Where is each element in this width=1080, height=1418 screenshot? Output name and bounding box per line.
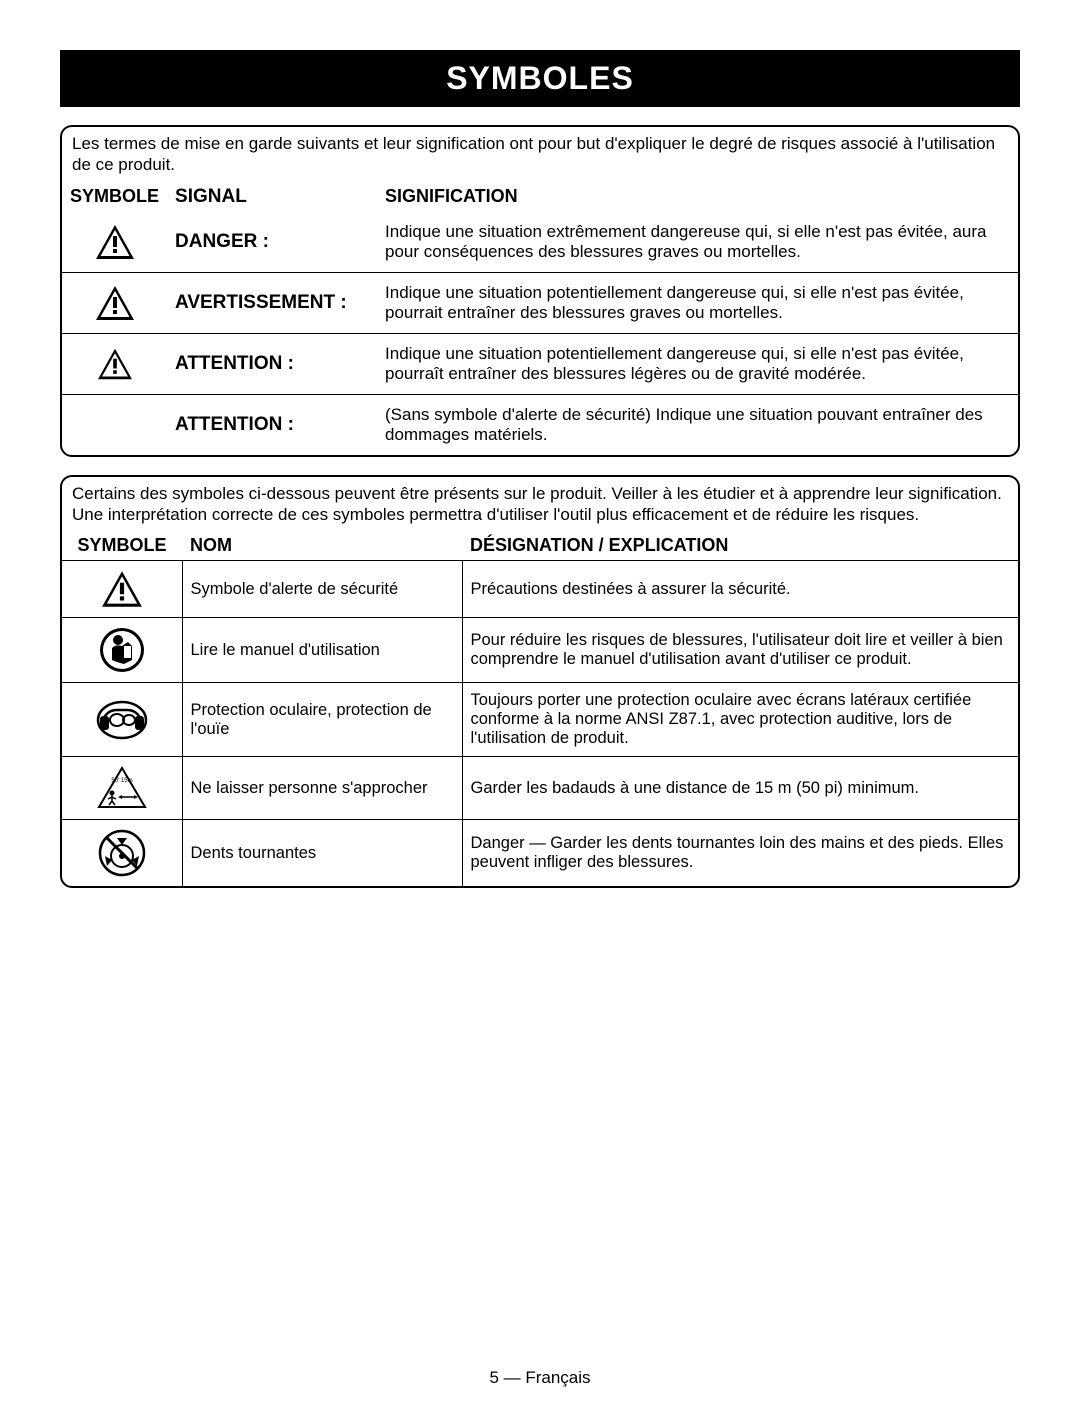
symbols-table: SYMBOLE NOM DÉSIGNATION / EXPLICATION Sy… <box>62 531 1018 886</box>
symbol-nom: Lire le manuel d'utilisation <box>182 618 462 683</box>
symbol-row: Protection oculaire, protection de l'ouï… <box>62 683 1018 757</box>
signal-table: SYMBOLE SIGNAL SIGNIFICATION DANGER : In… <box>62 182 1018 455</box>
page-footer: 5 — Français <box>60 1368 1020 1388</box>
rotating-blades-icon <box>62 820 182 887</box>
symbol-des: Précautions destinées à assurer la sécur… <box>462 561 1018 618</box>
warning-icon <box>62 212 167 273</box>
symbol-nom: Protection oculaire, protection de l'ouï… <box>182 683 462 757</box>
signal-meaning: Indique une situation potentiellement da… <box>377 272 1018 333</box>
signal-meaning: (Sans symbole d'alerte de sécurité) Indi… <box>377 394 1018 455</box>
signal-intro: Les termes de mise en garde suivants et … <box>62 127 1018 182</box>
header-signal: SIGNAL <box>167 182 377 212</box>
signal-words-box: Les termes de mise en garde suivants et … <box>60 125 1020 457</box>
symbol-row: Symbole d'alerte de sécurité Précautions… <box>62 561 1018 618</box>
header-signification: SIGNIFICATION <box>377 182 1018 212</box>
signal-row: ATTENTION : (Sans symbole d'alerte de sé… <box>62 394 1018 455</box>
header-symbole2: SYMBOLE <box>62 531 182 561</box>
symbols-intro: Certains des symboles ci-dessous peuvent… <box>62 477 1018 532</box>
symbol-row: 50' 15m Ne laisser personne s'approcher … <box>62 757 1018 820</box>
header-nom: NOM <box>182 531 462 561</box>
eye-ear-protection-icon <box>62 683 182 757</box>
header-symbole: SYMBOLE <box>62 182 167 212</box>
warning-icon <box>62 333 167 394</box>
symbol-nom: Dents tournantes <box>182 820 462 887</box>
signal-meaning: Indique une situation extrêmement danger… <box>377 212 1018 273</box>
symbol-nom: Ne laisser personne s'approcher <box>182 757 462 820</box>
signal-word: ATTENTION : <box>167 394 377 455</box>
symbol-des: Garder les badauds à une distance de 15 … <box>462 757 1018 820</box>
svg-text:50' 15m: 50' 15m <box>111 778 132 784</box>
symbol-des: Pour réduire les risques de blessures, l… <box>462 618 1018 683</box>
alert-icon <box>62 561 182 618</box>
keep-bystanders-away-icon: 50' 15m <box>62 757 182 820</box>
header-designation: DÉSIGNATION / EXPLICATION <box>462 531 1018 561</box>
symbol-des: Toujours porter une protection oculaire … <box>462 683 1018 757</box>
signal-word: ATTENTION : <box>167 333 377 394</box>
symbol-des: Danger — Garder les dents tournantes loi… <box>462 820 1018 887</box>
signal-row: AVERTISSEMENT : Indique une situation po… <box>62 272 1018 333</box>
symbol-nom: Symbole d'alerte de sécurité <box>182 561 462 618</box>
symbols-box: Certains des symboles ci-dessous peuvent… <box>60 475 1020 889</box>
no-icon <box>62 394 167 455</box>
signal-row: ATTENTION : Indique une situation potent… <box>62 333 1018 394</box>
read-manual-icon <box>62 618 182 683</box>
symbol-row: Dents tournantes Danger — Garder les den… <box>62 820 1018 887</box>
signal-word: DANGER : <box>167 212 377 273</box>
warning-icon <box>62 272 167 333</box>
signal-meaning: Indique une situation potentiellement da… <box>377 333 1018 394</box>
signal-word: AVERTISSEMENT : <box>167 272 377 333</box>
page-title: SYMBOLES <box>60 50 1020 107</box>
symbol-row: Lire le manuel d'utilisation Pour réduir… <box>62 618 1018 683</box>
signal-row: DANGER : Indique une situation extrêmeme… <box>62 212 1018 273</box>
